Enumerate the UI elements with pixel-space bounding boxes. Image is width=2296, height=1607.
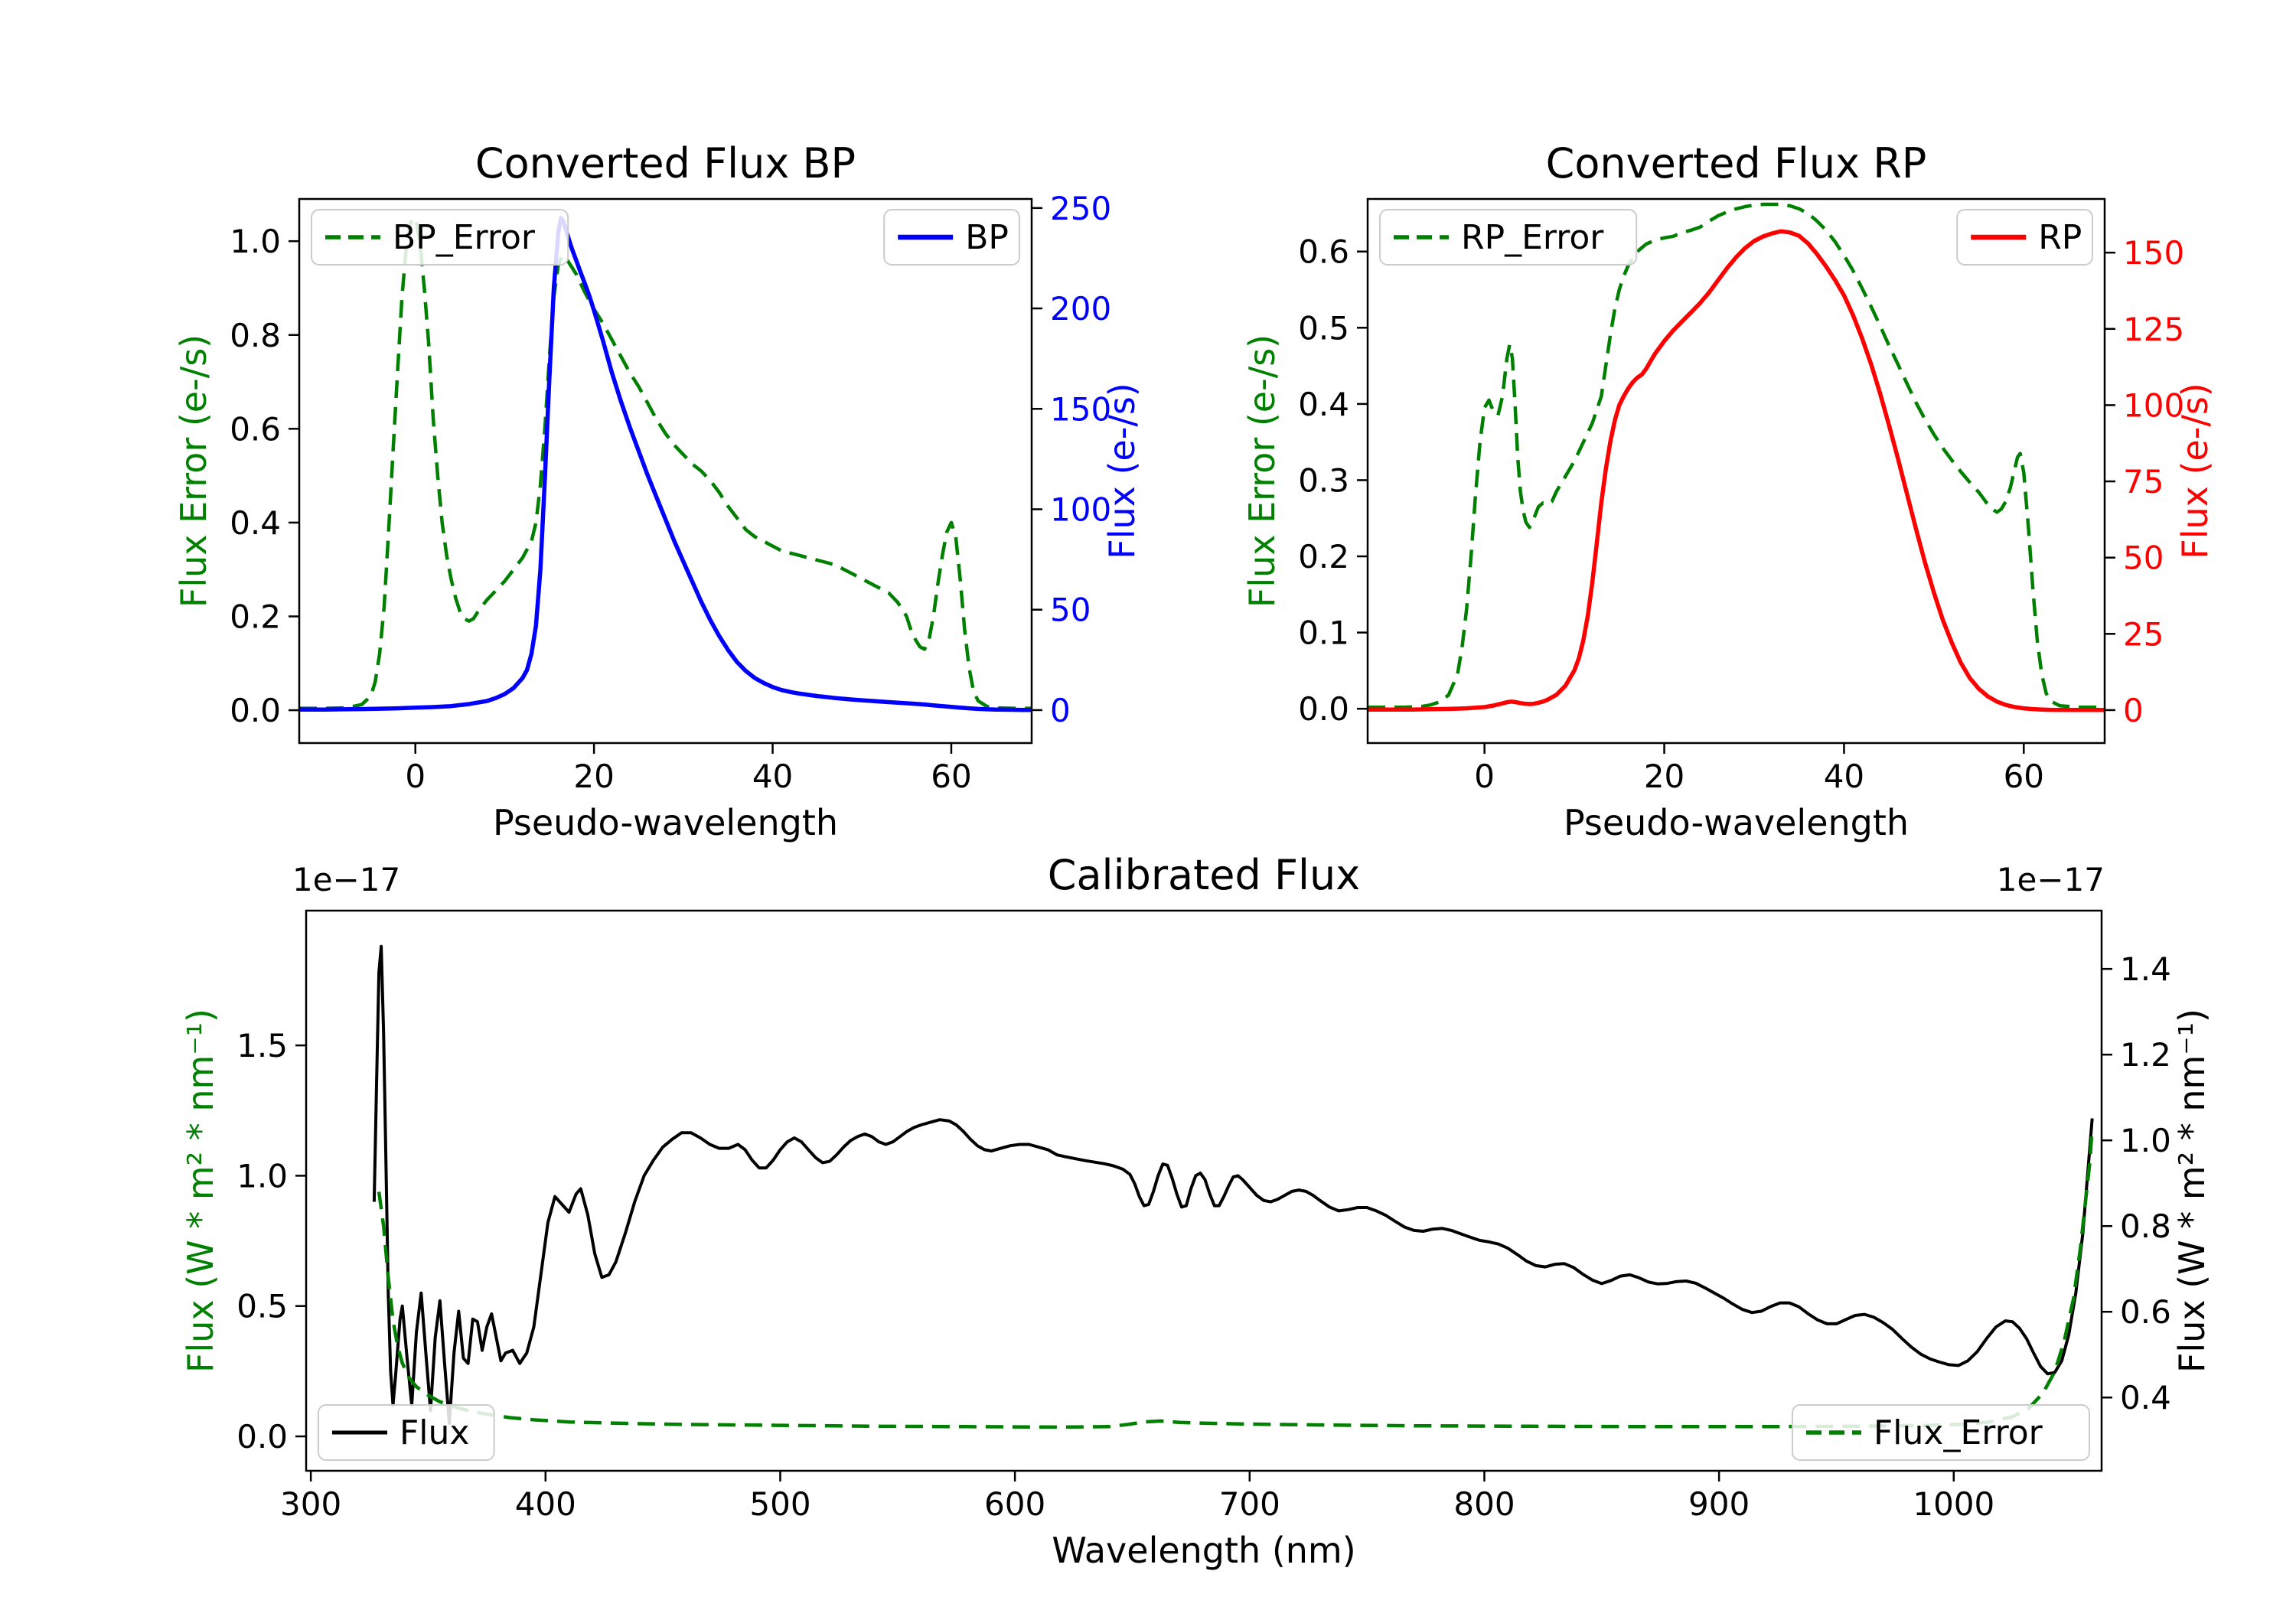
- x-axis-label: Wavelength (nm): [1052, 1530, 1355, 1571]
- legend-label: RP_Error: [1461, 218, 1604, 257]
- y-tick-label-right: 100: [2123, 386, 2184, 424]
- y-tick-label-right: 100: [1050, 491, 1111, 528]
- y-axis-label-right: Flux (e-/s): [2174, 383, 2216, 559]
- y-tick-label-left: 0.3: [1298, 461, 1349, 499]
- legend-flux-error: Flux_Error: [1792, 1404, 2090, 1461]
- plot-border: [305, 909, 2103, 1472]
- x-tick-label: 40: [1824, 758, 1864, 795]
- x-tick-label: 400: [515, 1485, 576, 1523]
- y-tick-label-left: 0.0: [230, 692, 281, 729]
- y-tick-label-right: 1.2: [2120, 1036, 2171, 1074]
- chart-title: Converted Flux RP: [1546, 139, 1927, 187]
- y-axis-label-right: Flux (e-/s): [1101, 383, 1143, 559]
- x-axis-label: Pseudo-wavelength: [493, 802, 838, 843]
- y-tick-label-right: 0: [1050, 692, 1071, 729]
- y-tick-label-left: 1.0: [236, 1157, 288, 1195]
- offset-text-right: 1e−17: [1997, 861, 2105, 898]
- rp-curve: [1368, 229, 2105, 712]
- chart-title: Converted Flux BP: [475, 139, 856, 187]
- x-tick-label: 0: [405, 758, 426, 795]
- y-tick-label-right: 200: [1050, 290, 1111, 328]
- chart-title: Calibrated Flux: [1048, 851, 1360, 899]
- x-tick-label: 60: [2004, 758, 2044, 795]
- y-tick-label-right: 1.0: [2120, 1122, 2171, 1159]
- x-tick-label: 300: [280, 1485, 341, 1523]
- legend-label: Flux_Error: [1874, 1413, 2043, 1452]
- flux-curve: [372, 944, 2094, 1425]
- y-tick-label-left: 0.0: [1298, 690, 1349, 728]
- x-tick-label: 600: [984, 1485, 1045, 1523]
- legend-bp: BP: [883, 209, 1020, 266]
- y-axis-label-right: Flux (W * m² * nm⁻¹): [2171, 1009, 2213, 1373]
- y-tick-label-right: 0.6: [2120, 1293, 2171, 1331]
- plot-border: [298, 197, 1033, 745]
- y-tick-label-left: 0.8: [230, 317, 281, 354]
- y-tick-label-right: 0: [2123, 692, 2144, 729]
- y-tick-label-left: 1.5: [236, 1027, 288, 1064]
- y-tick-label-right: 50: [1050, 592, 1091, 629]
- y-tick-label-right: 0.4: [2120, 1379, 2171, 1416]
- offset-text-left: 1e−17: [292, 861, 400, 898]
- legend-flux: Flux: [318, 1404, 495, 1461]
- x-tick-label: 60: [931, 758, 971, 795]
- x-axis-label: Pseudo-wavelength: [1564, 802, 1909, 843]
- y-tick-label-left: 0.6: [230, 410, 281, 448]
- plot-background: [1368, 199, 2105, 743]
- legend-box: [318, 1404, 495, 1461]
- legend-label: Flux: [400, 1413, 469, 1452]
- chart-bp: Converted Flux BP 0 20 40 60 0.0 0.2 0.4 0.6 0.8 1…: [173, 139, 1143, 843]
- x-tick-label: 700: [1219, 1485, 1280, 1523]
- bp-curve: [299, 216, 1032, 712]
- y-tick-label-right: 150: [2123, 234, 2184, 272]
- y-tick-label-right: 125: [2123, 311, 2184, 348]
- chart-rp: Converted Flux RP 0 20 40 60 0.0 0.1 0.2 0.3 0.4 0…: [1241, 139, 2216, 843]
- legend-rp-error: RP_Error: [1379, 209, 1638, 266]
- y-tick-label-left: 0.4: [230, 504, 281, 542]
- x-tick-label: 800: [1453, 1485, 1515, 1523]
- y-tick-label-left: 0.0: [236, 1418, 288, 1455]
- x-tick-label: 20: [573, 758, 614, 795]
- y-tick-label-right: 0.8: [2120, 1208, 2171, 1245]
- y-tick-label-left: 0.5: [236, 1288, 288, 1325]
- x-tick-label: 1000: [1913, 1485, 1994, 1523]
- legend-box: [1792, 1404, 2090, 1461]
- legend-label: RP: [2038, 218, 2082, 257]
- y-tick-label-left: 0.6: [1298, 233, 1349, 271]
- legend-rp: RP: [1956, 209, 2093, 266]
- y-tick-label-left: 0.1: [1298, 614, 1349, 652]
- plot-background: [299, 199, 1032, 743]
- bp-error-curve: [299, 216, 1032, 710]
- y-tick-label-left: 0.4: [1298, 386, 1349, 423]
- y-tick-label-right: 75: [2123, 463, 2164, 500]
- x-tick-label: 500: [749, 1485, 810, 1523]
- plot-border: [1366, 197, 2106, 745]
- chart-calibrated: Calibrated Flux 300 400 500 600 700 800 900 1000…: [180, 851, 2213, 1571]
- x-tick-label: 0: [1474, 758, 1495, 795]
- y-tick-label-right: 25: [2123, 615, 2164, 653]
- y-axis-label-left: Flux Error (e-/s): [173, 334, 214, 608]
- y-tick-label-right: 1.4: [2120, 950, 2171, 988]
- plot-background: [306, 911, 2102, 1471]
- legend-label: BP: [965, 218, 1009, 257]
- x-tick-label: 40: [752, 758, 793, 795]
- y-tick-label-right: 250: [1050, 190, 1111, 227]
- legend-box: [1379, 209, 1638, 266]
- y-tick-label-left: 1.0: [230, 223, 281, 260]
- y-axis-label-left: Flux Error (e-/s): [1241, 334, 1283, 608]
- legend-bp-error: BP_Error: [311, 209, 569, 266]
- y-tick-label-left: 0.2: [1298, 538, 1349, 575]
- y-tick-label-left: 0.5: [1298, 309, 1349, 347]
- legend-box: [311, 209, 569, 266]
- legend-label: BP_Error: [393, 218, 536, 257]
- y-tick-label-right: 50: [2123, 539, 2164, 577]
- y-tick-label-left: 0.2: [230, 598, 281, 636]
- y-tick-label-right: 150: [1050, 390, 1111, 428]
- x-tick-label: 20: [1644, 758, 1684, 795]
- y-axis-label-left: Flux (W * m² * nm⁻¹): [180, 1009, 221, 1373]
- x-tick-label: 900: [1688, 1485, 1750, 1523]
